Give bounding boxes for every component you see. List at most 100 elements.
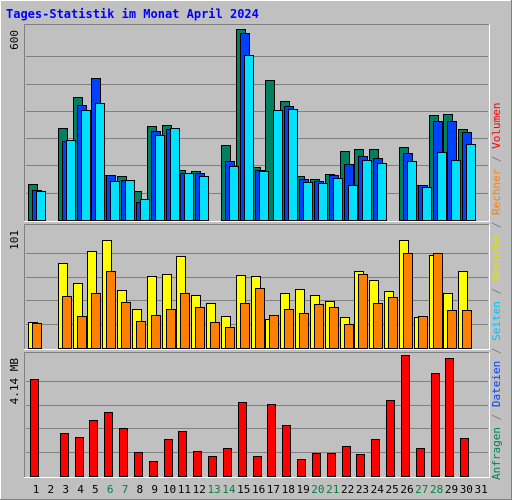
bar-rechner-day-11 — [180, 293, 190, 349]
x-tick-label-day-25: 25 — [386, 483, 399, 496]
bar-seiten-day-15 — [244, 55, 254, 221]
bar-volumen-day-24 — [371, 439, 380, 477]
x-tick-label-day-21: 21 — [326, 483, 339, 496]
y-axis-max-label: 4.14 MB — [8, 358, 21, 405]
x-axis-day-labels: 1 2 3 4 5 6 7 8 9 10 11 12 13 14 15 16 17 18 19 20 21 22 23 24 2… — [33, 483, 488, 496]
x-tick-label-day-5: 5 — [92, 483, 99, 496]
x-tick-label-day-4: 4 — [77, 483, 84, 496]
series-seiten — [36, 55, 476, 221]
bar-rechner-day-18 — [284, 309, 294, 349]
x-tick-label-day-8: 8 — [137, 483, 144, 496]
bar-volumen-day-1 — [30, 379, 39, 477]
chart-title: Tages-Statistik im Monat April 2024 — [6, 7, 259, 21]
bar-volumen-day-20 — [312, 453, 321, 477]
bar-volumen-day-5 — [89, 420, 98, 477]
chart-panels: 600 101 4.14 MB — [8, 24, 490, 478]
bar-volumen-day-14 — [223, 448, 232, 477]
x-tick-label-day-29: 29 — [445, 483, 458, 496]
bar-rechner-day-7 — [121, 302, 131, 349]
bar-volumen-day-4 — [75, 437, 84, 477]
bar-rechner-day-19 — [299, 313, 309, 349]
x-tick-label-day-20: 20 — [311, 483, 324, 496]
bar-volumen-day-16 — [253, 456, 262, 477]
bar-rechner-day-6 — [106, 271, 116, 349]
bar-volumen-day-30 — [460, 438, 469, 477]
bar-seiten-day-29 — [451, 160, 461, 221]
bar-rechner-day-3 — [62, 296, 72, 349]
x-tick-label-day-12: 12 — [193, 483, 206, 496]
bar-rechner-day-26 — [403, 253, 413, 349]
bar-volumen-day-17 — [267, 404, 276, 477]
bar-rechner-day-8 — [136, 321, 146, 349]
x-tick-label-day-28: 28 — [430, 483, 443, 496]
x-tick-label-day-23: 23 — [356, 483, 369, 496]
x-tick-label-day-17: 17 — [267, 483, 280, 496]
x-tick-label-day-14: 14 — [222, 483, 236, 496]
x-tick-label-day-9: 9 — [151, 483, 158, 496]
bar-rechner-day-16 — [255, 288, 265, 349]
bar-seiten-day-26 — [407, 161, 417, 221]
bar-seiten-day-12 — [199, 176, 209, 221]
bar-volumen-day-3 — [60, 433, 69, 477]
bar-seiten-day-9 — [155, 135, 165, 221]
y-axis-max-label: 600 — [8, 30, 21, 50]
panel-1: 600 — [8, 24, 490, 222]
x-tick-label-day-22: 22 — [341, 483, 354, 496]
bar-volumen-day-12 — [193, 451, 202, 477]
bar-volumen-day-6 — [104, 412, 113, 477]
legend-separator: / — [490, 215, 503, 235]
bar-seiten-day-1 — [36, 191, 46, 221]
bar-rechner-day-24 — [373, 303, 383, 349]
bar-seiten-day-18 — [288, 109, 298, 221]
bar-seiten-day-10 — [170, 128, 180, 221]
x-tick-label-day-6: 6 — [107, 483, 114, 496]
bar-seiten-day-6 — [110, 181, 120, 221]
x-tick-label-day-16: 16 — [252, 483, 265, 496]
bar-seiten-day-16 — [259, 171, 269, 221]
bar-rechner-day-9 — [151, 315, 161, 349]
x-tick-label-day-1: 1 — [33, 483, 40, 496]
bar-seiten-day-7 — [125, 180, 135, 221]
bar-rechner-day-27 — [418, 316, 428, 349]
bar-volumen-day-22 — [342, 446, 351, 477]
bar-volumen-day-25 — [386, 400, 395, 477]
bar-seiten-day-20 — [318, 183, 328, 221]
bar-volumen-day-13 — [208, 456, 217, 477]
bar-rechner-day-23 — [358, 274, 368, 349]
bar-rechner-day-1 — [32, 323, 42, 349]
bar-volumen-day-18 — [282, 425, 291, 477]
x-tick-label-day-31: 31 — [475, 483, 488, 496]
bar-seiten-day-23 — [362, 160, 372, 221]
legend-entry-dateien: Dateien — [490, 361, 503, 407]
bar-rechner-day-28 — [433, 253, 443, 349]
legend-entry-anfragen: Anfragen — [490, 427, 503, 480]
bar-seiten-day-22 — [348, 185, 358, 221]
bar-rechner-day-4 — [77, 316, 87, 349]
x-tick-label-day-27: 27 — [415, 483, 428, 496]
bar-rechner-day-10 — [166, 309, 176, 349]
bar-rechner-day-21 — [329, 307, 339, 349]
bar-volumen-day-10 — [164, 439, 173, 477]
bar-volumen-day-19 — [297, 459, 306, 477]
panel-3: 4.14 MB — [8, 352, 490, 478]
bar-volumen-day-29 — [445, 358, 454, 477]
legend-separator: / — [490, 149, 503, 169]
bar-seiten-day-11 — [184, 173, 194, 221]
bar-volumen-day-11 — [178, 431, 187, 477]
bar-seiten-day-4 — [81, 110, 91, 221]
legend-separator: / — [490, 341, 503, 361]
x-tick-label-day-3: 3 — [62, 483, 69, 496]
bar-rechner-day-29 — [447, 310, 457, 349]
bar-volumen-day-7 — [119, 428, 128, 477]
bar-rechner-day-5 — [91, 293, 101, 349]
bar-rechner-day-13 — [210, 322, 220, 349]
bar-rechner-day-22 — [344, 324, 354, 349]
x-tick-label-day-11: 11 — [178, 483, 191, 496]
x-tick-label-day-10: 10 — [163, 483, 176, 496]
legend-entry-seiten: Seiten — [490, 301, 503, 341]
x-tick-label-day-15: 15 — [237, 483, 250, 496]
legend-entry-rechner: Rechner — [490, 168, 503, 215]
x-tick-label-day-2: 2 — [48, 483, 55, 496]
bar-rechner-day-20 — [314, 304, 324, 349]
